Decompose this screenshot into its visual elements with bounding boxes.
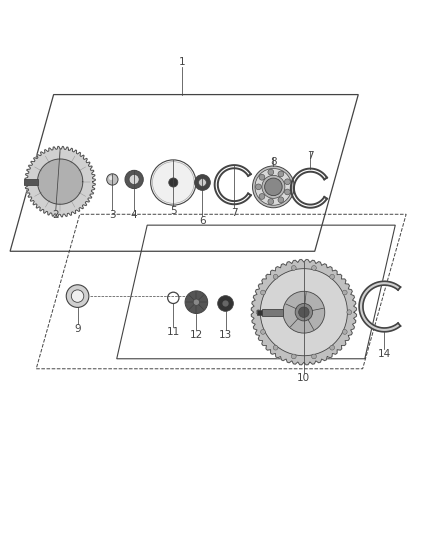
Circle shape <box>66 285 89 308</box>
Circle shape <box>262 175 285 198</box>
Circle shape <box>169 178 178 187</box>
Circle shape <box>265 178 282 196</box>
Circle shape <box>223 301 229 306</box>
Circle shape <box>261 329 265 334</box>
Circle shape <box>254 262 354 362</box>
Text: 12: 12 <box>190 329 203 340</box>
Text: 1: 1 <box>179 57 185 67</box>
Text: 3: 3 <box>109 210 116 220</box>
Circle shape <box>273 345 278 350</box>
Circle shape <box>253 166 294 208</box>
Circle shape <box>285 179 290 184</box>
Text: 11: 11 <box>167 327 180 337</box>
Circle shape <box>259 193 265 199</box>
Circle shape <box>194 175 210 190</box>
Circle shape <box>311 265 316 270</box>
Circle shape <box>291 354 296 359</box>
Circle shape <box>198 179 206 187</box>
Text: 4: 4 <box>131 210 138 220</box>
Circle shape <box>28 149 93 214</box>
Circle shape <box>151 160 196 205</box>
Circle shape <box>268 199 274 205</box>
Text: 13: 13 <box>219 329 232 340</box>
Text: 7: 7 <box>307 151 314 161</box>
Circle shape <box>185 291 208 313</box>
Circle shape <box>311 354 316 359</box>
Circle shape <box>278 171 284 177</box>
Circle shape <box>107 174 118 185</box>
Polygon shape <box>25 179 38 184</box>
Circle shape <box>283 292 325 333</box>
Circle shape <box>343 329 347 334</box>
Circle shape <box>255 184 261 190</box>
Text: 7: 7 <box>231 208 237 218</box>
Circle shape <box>273 274 278 279</box>
Circle shape <box>330 345 335 350</box>
Circle shape <box>193 299 200 305</box>
Circle shape <box>261 290 265 295</box>
Circle shape <box>129 174 139 184</box>
Circle shape <box>343 290 347 295</box>
Circle shape <box>285 189 290 195</box>
Circle shape <box>218 296 233 311</box>
Circle shape <box>38 159 83 204</box>
Circle shape <box>255 168 292 205</box>
Text: 14: 14 <box>378 349 391 359</box>
Text: 2: 2 <box>53 210 59 220</box>
Circle shape <box>347 310 352 314</box>
Circle shape <box>278 197 284 203</box>
Polygon shape <box>359 281 400 332</box>
Circle shape <box>291 265 296 270</box>
Text: 10: 10 <box>297 373 311 383</box>
Circle shape <box>295 303 313 321</box>
Circle shape <box>330 274 335 279</box>
Text: 8: 8 <box>270 157 277 167</box>
Circle shape <box>259 174 265 180</box>
Text: 6: 6 <box>199 216 206 227</box>
Circle shape <box>71 290 84 302</box>
Circle shape <box>256 310 261 314</box>
Text: 9: 9 <box>74 324 81 334</box>
Polygon shape <box>262 309 283 316</box>
Circle shape <box>109 176 113 180</box>
Circle shape <box>268 169 274 175</box>
Polygon shape <box>257 310 262 314</box>
Polygon shape <box>25 147 95 217</box>
Circle shape <box>125 171 143 189</box>
Text: 5: 5 <box>170 206 177 215</box>
Circle shape <box>260 269 347 356</box>
Polygon shape <box>251 260 357 365</box>
Circle shape <box>299 307 309 318</box>
